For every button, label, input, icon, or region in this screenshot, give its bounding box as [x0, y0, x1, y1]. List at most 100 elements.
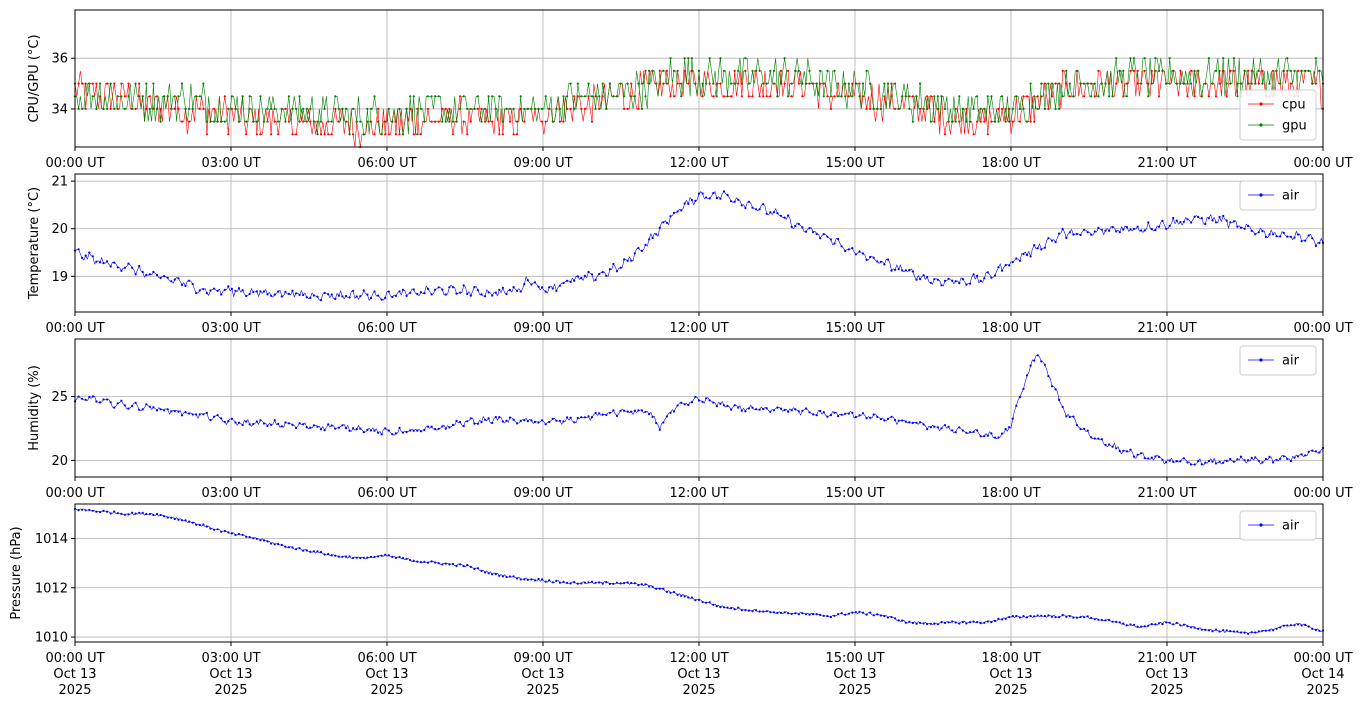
data-point	[630, 259, 633, 262]
data-point	[576, 95, 579, 98]
data-point	[983, 120, 986, 123]
data-point	[573, 421, 576, 424]
data-point	[908, 421, 911, 424]
data-point	[847, 82, 850, 85]
data-point	[894, 268, 897, 271]
data-point	[355, 556, 358, 559]
data-point	[262, 422, 266, 425]
data-point	[1218, 69, 1221, 72]
data-point	[1050, 239, 1054, 242]
data-point	[1247, 224, 1250, 228]
data-point	[1025, 95, 1029, 98]
data-point	[216, 120, 219, 123]
data-point	[1122, 228, 1125, 231]
data-point	[102, 398, 105, 401]
data-point	[694, 599, 697, 602]
data-point	[822, 233, 825, 236]
data-point	[230, 532, 233, 535]
data-point	[1157, 622, 1161, 625]
data-point	[394, 120, 397, 123]
data-point	[1090, 95, 1093, 98]
data-point	[1033, 359, 1036, 362]
data-point	[1264, 629, 1267, 632]
data-point	[598, 581, 601, 584]
data-point	[1015, 95, 1018, 98]
data-point	[84, 107, 87, 110]
data-point	[419, 107, 422, 110]
data-point	[826, 69, 829, 72]
data-point	[106, 510, 109, 513]
data-point	[851, 82, 854, 85]
data-point	[772, 409, 776, 412]
data-point	[316, 133, 319, 136]
data-point	[737, 406, 740, 409]
data-point	[466, 420, 469, 423]
data-point	[501, 575, 504, 578]
x-tick-label: 21:00 UT	[1137, 486, 1196, 501]
data-point	[512, 418, 515, 421]
data-point	[847, 95, 850, 98]
data-point	[462, 120, 465, 123]
data-point	[362, 133, 365, 136]
data-point	[908, 620, 911, 623]
data-point	[1097, 95, 1100, 98]
data-point	[1136, 625, 1139, 628]
data-point	[1168, 621, 1171, 624]
data-point	[323, 553, 326, 556]
data-point	[191, 107, 194, 110]
data-point	[708, 601, 711, 604]
data-point	[516, 133, 519, 136]
data-point	[861, 412, 865, 415]
data-point	[295, 292, 298, 295]
data-point	[384, 120, 387, 123]
data-point	[305, 107, 308, 110]
data-point	[1286, 624, 1289, 627]
data-point	[1232, 460, 1235, 463]
data-point	[573, 107, 576, 110]
data-point	[1047, 107, 1050, 110]
data-point	[401, 557, 405, 560]
data-point	[462, 95, 465, 98]
data-point	[1100, 438, 1103, 441]
data-point	[152, 406, 155, 409]
data-point	[1036, 107, 1039, 110]
data-point	[640, 82, 644, 85]
data-point	[352, 556, 355, 560]
data-point	[469, 417, 472, 420]
data-point	[744, 206, 747, 210]
data-point	[252, 537, 255, 540]
data-point	[544, 95, 547, 98]
data-point	[919, 621, 922, 625]
data-point	[1118, 621, 1121, 624]
data-point	[1040, 95, 1043, 98]
data-point	[562, 120, 565, 123]
data-point	[352, 289, 355, 292]
data-point	[409, 559, 412, 562]
data-point	[401, 431, 405, 434]
data-point	[669, 215, 672, 218]
data-point	[819, 409, 822, 413]
data-point	[915, 622, 918, 625]
data-point	[1257, 82, 1260, 85]
data-point	[876, 613, 879, 616]
data-point	[430, 560, 433, 563]
data-point	[797, 222, 800, 226]
data-point	[141, 270, 144, 274]
data-point	[1147, 624, 1150, 627]
data-point	[1211, 219, 1214, 222]
data-point	[127, 262, 130, 265]
data-point	[416, 292, 419, 296]
data-point	[373, 555, 376, 559]
data-point	[601, 271, 604, 274]
legend: air	[1239, 510, 1317, 541]
data-point	[480, 293, 483, 296]
data-point	[883, 419, 886, 422]
data-point	[1054, 388, 1057, 391]
data-point	[195, 523, 198, 526]
data-point	[1068, 82, 1071, 85]
data-point	[387, 290, 390, 293]
data-point	[377, 107, 380, 110]
data-point	[155, 95, 159, 98]
data-point	[1207, 460, 1210, 463]
data-point	[1172, 460, 1175, 463]
